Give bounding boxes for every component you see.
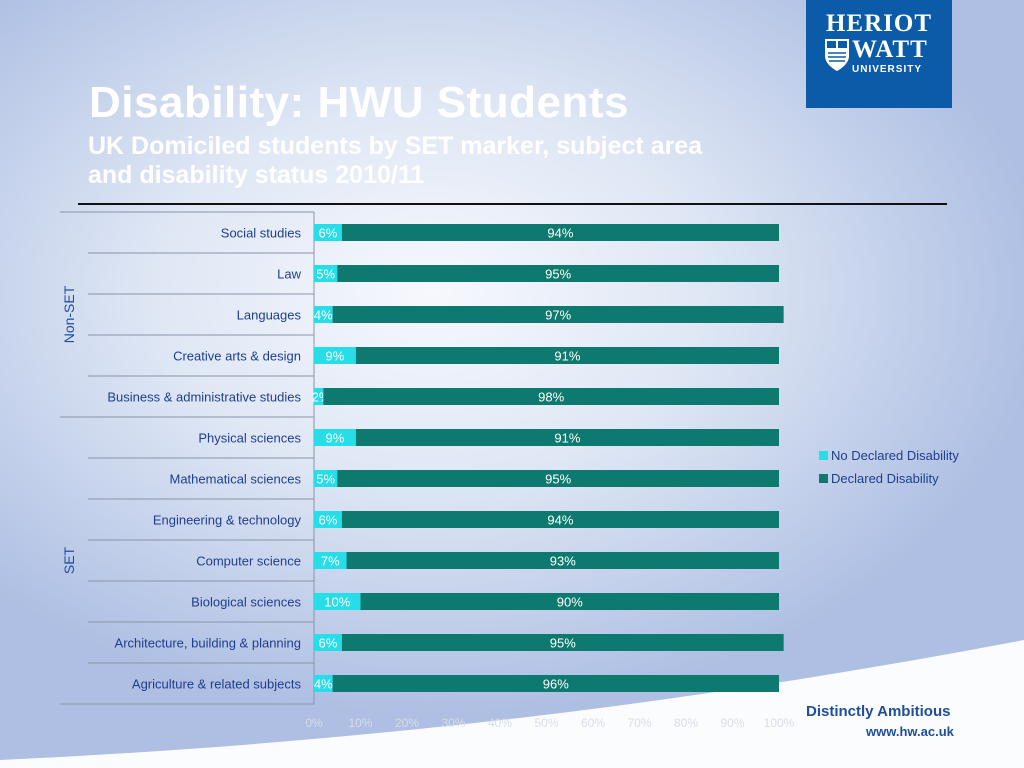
bar-segment [314, 388, 324, 405]
data-label: 90% [557, 595, 583, 610]
data-label: 94% [547, 226, 573, 241]
bar-segment [355, 347, 779, 364]
bar-segment [314, 470, 338, 487]
bar-segment [314, 593, 361, 610]
data-label: 6% [319, 636, 338, 651]
bar-segment [314, 306, 333, 323]
data-label: 5% [316, 472, 335, 487]
group-label: SET [61, 546, 77, 574]
data-label: 95% [545, 267, 571, 282]
bar-segment [314, 511, 342, 528]
bar-segment [341, 224, 779, 241]
category-label: Law [277, 267, 301, 282]
x-tick-label: 40% [488, 716, 512, 730]
data-label: 95% [550, 636, 576, 651]
x-tick-label: 30% [441, 716, 465, 730]
x-tick-label: 90% [720, 716, 744, 730]
x-tick-label: 70% [627, 716, 651, 730]
data-label: 6% [319, 513, 338, 528]
logo-text-line2: WATT [852, 36, 928, 63]
page-subtitle: UK Domiciled students by SET marker, sub… [88, 132, 703, 189]
category-label: Engineering & technology [153, 513, 302, 528]
data-label: 91% [554, 431, 580, 446]
x-tick-label: 80% [674, 716, 698, 730]
legend-label: Declared Disability [831, 471, 939, 486]
bar-segment [314, 265, 338, 282]
x-tick-label: 50% [534, 716, 558, 730]
category-label: Social studies [221, 226, 302, 241]
group-label: Non-SET [61, 285, 77, 343]
x-tick-label: 0% [305, 716, 323, 730]
bar-segment [355, 429, 779, 446]
data-label: 9% [326, 349, 345, 364]
data-label: 91% [554, 349, 580, 364]
data-label: 9% [326, 431, 345, 446]
data-label: 94% [547, 513, 573, 528]
category-label: Biological sciences [191, 595, 301, 610]
category-label: Architecture, building & planning [115, 636, 301, 651]
x-tick-label: 100% [764, 716, 795, 730]
footer-tagline: Distinctly Ambitious [806, 703, 951, 720]
logo-text-line3: UNIVERSITY [852, 64, 923, 75]
data-label: 96% [543, 677, 569, 692]
university-logo: HERIOT WATT UNIVERSITY [806, 0, 952, 108]
x-tick-label: 10% [348, 716, 372, 730]
bar-segment [341, 511, 779, 528]
data-label: 6% [319, 226, 338, 241]
category-label: Business & administrative studies [107, 390, 301, 405]
data-label: 97% [545, 308, 571, 323]
category-label: Mathematical sciences [170, 472, 302, 487]
bar-segment [337, 265, 779, 282]
data-label: 98% [538, 390, 564, 405]
bar-segment [314, 429, 356, 446]
bar-segment [337, 470, 779, 487]
category-label: Languages [237, 308, 302, 323]
bar-segment [314, 634, 342, 651]
logo-text-line1: HERIOT [825, 10, 933, 37]
category-label: Agriculture & related subjects [132, 677, 302, 692]
legend-swatch [819, 451, 828, 460]
bar-segment [314, 552, 347, 569]
bar-segment [332, 306, 784, 323]
bar-segment [314, 224, 342, 241]
bar-segment [314, 675, 333, 692]
bar-segment [341, 634, 784, 651]
footer-url[interactable]: www.hw.ac.uk [866, 724, 954, 739]
category-label: Computer science [196, 554, 301, 569]
category-label: Creative arts & design [173, 349, 301, 364]
page-title: Disability: HWU Students [89, 78, 630, 127]
bar-segment [332, 675, 779, 692]
data-label: 7% [321, 554, 340, 569]
data-label: 4% [314, 677, 333, 692]
bar-segment [346, 552, 779, 569]
data-label: 5% [316, 267, 335, 282]
x-tick-label: 60% [581, 716, 605, 730]
data-label: 4% [314, 308, 333, 323]
legend-swatch [819, 474, 828, 483]
title-divider [78, 203, 947, 205]
category-label: Physical sciences [198, 431, 301, 446]
data-label: 93% [550, 554, 576, 569]
data-label: 10% [324, 595, 350, 610]
bar-segment [314, 347, 356, 364]
bar-segment [323, 388, 779, 405]
data-label: 95% [545, 472, 571, 487]
x-tick-label: 20% [395, 716, 419, 730]
crest-icon [825, 39, 849, 71]
legend-label: No Declared Disability [831, 448, 959, 463]
bar-segment [360, 593, 779, 610]
